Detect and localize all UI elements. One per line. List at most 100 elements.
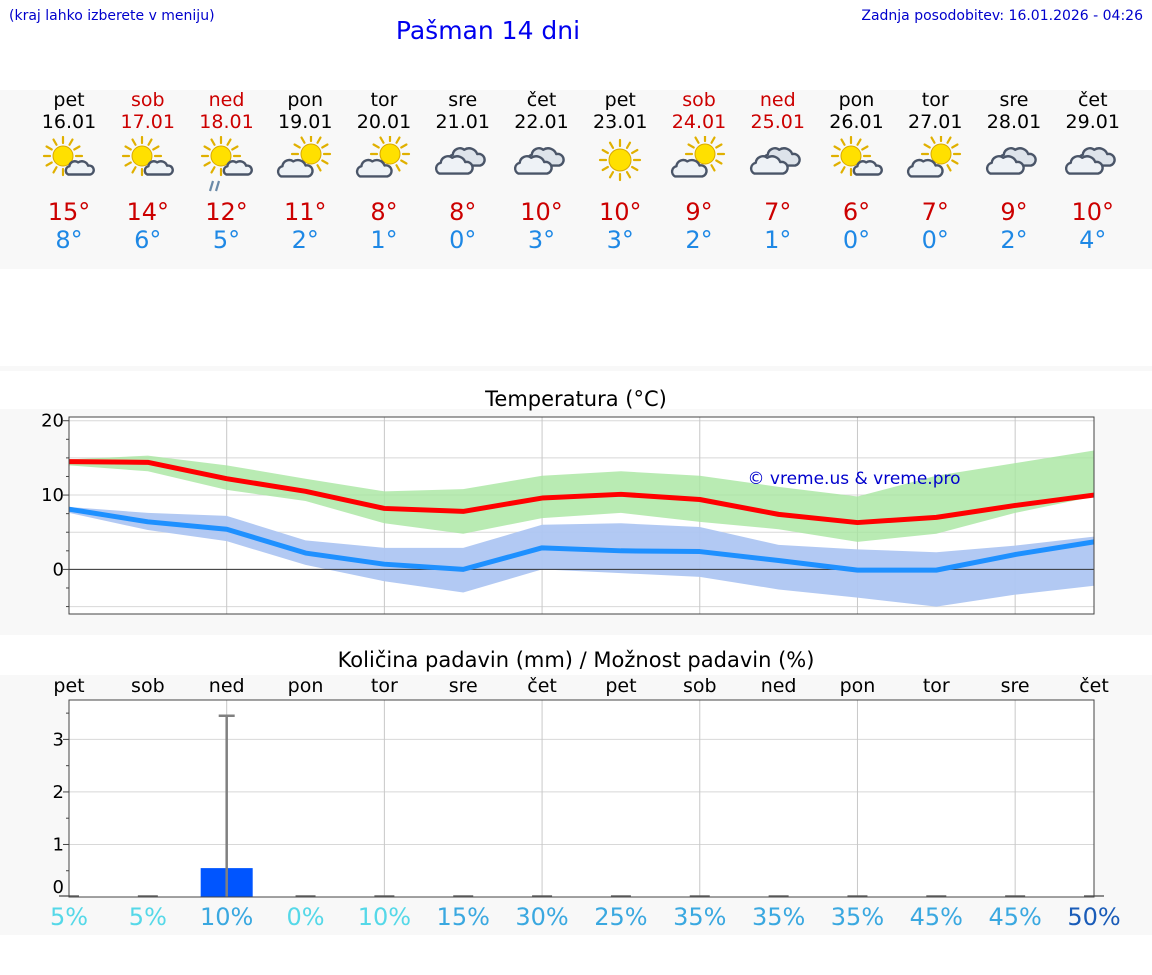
day-date: 28.01	[986, 111, 1042, 133]
max-temperature: 9°	[685, 198, 713, 226]
day-name: čet	[1077, 89, 1108, 111]
y-tick-label: 3	[53, 729, 64, 750]
precipitation-probability: 35%	[830, 903, 885, 931]
min-temperature: 0°	[449, 226, 477, 254]
day-date: 20.01	[356, 111, 412, 133]
sun-cloud-icon	[830, 136, 883, 177]
max-temperature: 8°	[370, 198, 398, 226]
cloudy-icon	[513, 147, 565, 175]
precipitation-plot-area	[69, 700, 1094, 897]
cloudy-icon	[434, 147, 486, 175]
min-temperature: 1°	[764, 226, 792, 254]
precipitation-probability: 10%	[200, 903, 254, 931]
precipitation-day-name: sre	[448, 675, 478, 697]
precipitation-probability: 50%	[1067, 903, 1121, 931]
day-date: 24.01	[671, 111, 727, 133]
temperature-chart-title: Temperatura (°C)	[485, 387, 667, 411]
precipitation-day-name: pet	[53, 675, 85, 697]
day-date: 23.01	[593, 111, 648, 133]
min-temperature: 2°	[685, 226, 713, 254]
day-name: čet	[526, 89, 557, 111]
sun-cloud-rain-icon	[200, 136, 253, 192]
min-temperature: 3°	[606, 226, 634, 254]
max-temperature: 8°	[449, 198, 477, 226]
min-temperature: 4°	[1079, 226, 1107, 254]
min-temperature: 6°	[134, 226, 162, 254]
min-temperature: 1°	[370, 226, 398, 254]
max-temperature: 7°	[921, 198, 949, 226]
day-name: pet	[53, 89, 85, 111]
precipitation-probability: 25%	[594, 903, 648, 931]
day-date: 18.01	[199, 111, 254, 133]
max-temperature: 6°	[842, 198, 871, 226]
day-name: sob	[130, 89, 165, 111]
cloud-sun-icon	[277, 136, 332, 178]
page-title: Pašman 14 dni	[395, 16, 581, 45]
watermark: © vreme.us & vreme.pro	[747, 469, 960, 489]
precipitation-probability: 35%	[673, 903, 727, 931]
min-temperature: 0°	[842, 226, 871, 254]
max-temperature: 7°	[764, 198, 792, 226]
cloudy-icon	[749, 147, 801, 175]
day-name: pon	[838, 89, 875, 111]
day-name: sre	[999, 89, 1029, 111]
precipitation-day-name: pet	[605, 675, 637, 697]
precipitation-day-name: čet	[527, 675, 557, 697]
precipitation-day-name: ned	[208, 675, 245, 697]
precipitation-day-name: sob	[682, 675, 717, 697]
max-temperature: 10°	[520, 198, 563, 226]
precipitation-probability: 5%	[49, 903, 89, 931]
cloud-sun-icon	[355, 136, 411, 178]
max-temperature: 10°	[598, 198, 642, 226]
max-temperature: 9°	[1000, 198, 1028, 226]
precipitation-day-name: čet	[1079, 675, 1109, 697]
precipitation-chart-title: Količina padavin (mm) / Možnost padavin …	[337, 648, 815, 672]
day-date: 25.01	[750, 111, 805, 133]
max-temperature: 11°	[283, 198, 327, 226]
day-date: 17.01	[120, 111, 175, 133]
day-name: ned	[208, 89, 245, 111]
day-date: 22.01	[514, 111, 569, 133]
y-tick-label: 0	[53, 559, 64, 580]
precipitation-day-name: sre	[1000, 675, 1030, 697]
max-temperature: 14°	[126, 198, 170, 226]
y-tick-label: 1	[53, 834, 64, 855]
day-name: sob	[682, 89, 716, 111]
sun-cloud-icon	[42, 136, 95, 177]
last-update: Zadnja posodobitev: 16.01.2026 - 04:26	[861, 8, 1143, 24]
day-name: tor	[370, 89, 398, 111]
max-temperature-line	[68, 459, 1095, 526]
temperature-plot-border	[68, 416, 1095, 615]
day-name: pon	[287, 89, 324, 111]
precipitation-probability: 30%	[515, 903, 569, 931]
day-name: pet	[604, 89, 636, 111]
day-name: sre	[448, 89, 478, 111]
sun-icon	[599, 138, 642, 182]
min-temperature-line	[68, 506, 1095, 573]
max-temperature: 15°	[47, 198, 91, 226]
precipitation-probability: 0%	[286, 903, 325, 931]
max-temperature: 12°	[205, 198, 248, 226]
cloud-sun-icon	[907, 136, 962, 178]
day-date: 21.01	[435, 111, 490, 133]
day-date: 19.01	[278, 111, 333, 133]
precipitation-day-name: pon	[287, 675, 324, 697]
y-tick-label: 20	[41, 411, 64, 432]
precipitation-day-name: sob	[131, 675, 165, 697]
cloudy-icon	[985, 147, 1037, 175]
day-date: 27.01	[908, 111, 963, 133]
precipitation-day-name: ned	[760, 675, 797, 697]
min-temperature-range	[69, 506, 1094, 607]
separator-band	[0, 366, 1152, 371]
day-name: ned	[759, 89, 796, 111]
location-menu-note: (kraj lahko izberete v meniju)	[9, 8, 215, 24]
y-tick-label: 2	[53, 782, 64, 803]
precipitation-probability: 45%	[988, 903, 1042, 931]
precipitation-probability: 15%	[436, 903, 490, 931]
day-date: 26.01	[829, 111, 884, 133]
y-tick-label: 10	[41, 485, 64, 506]
precipitation-day-name: tor	[922, 675, 950, 697]
min-temperature: 0°	[921, 226, 949, 254]
